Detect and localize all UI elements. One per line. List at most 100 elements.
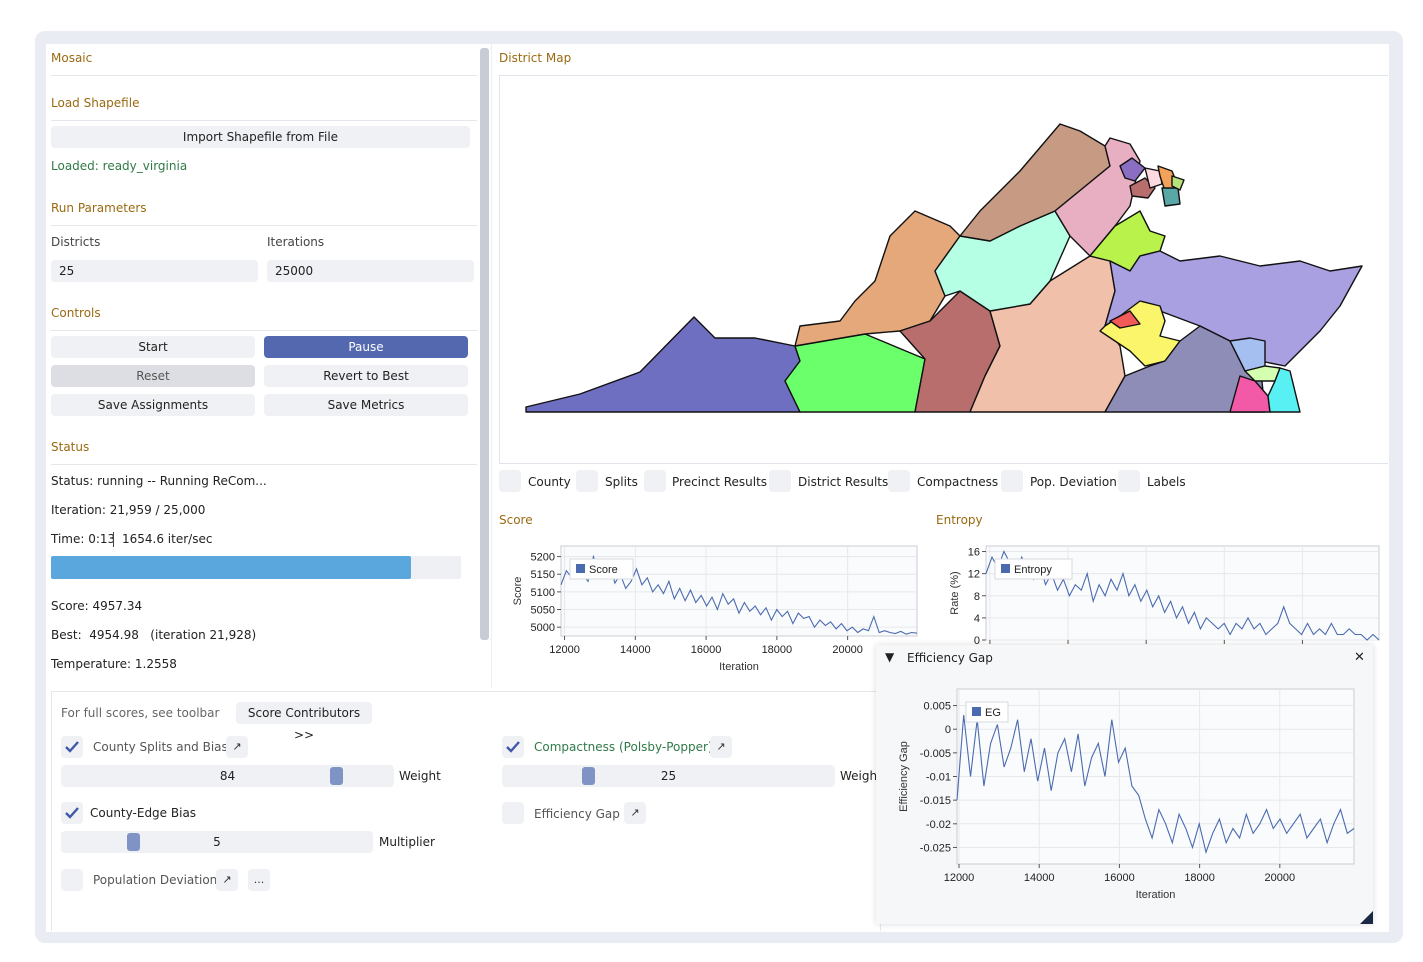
efficiency-gap-window[interactable]: ▼ Efficiency Gap ✕ 0.005 0 -0.005 -0.01 -0.0… — [876, 645, 1373, 924]
district-shape — [1054, 137, 1141, 257]
progress-bar — [51, 556, 461, 579]
y-tick-label: 0 — [974, 635, 980, 646]
compactness-toggle-label: Compactness — [917, 475, 999, 489]
controls-header: Controls — [51, 306, 101, 320]
splits-toggle-checkbox[interactable] — [576, 470, 598, 492]
population-deviation-label: Population Deviation — [93, 873, 218, 887]
legend-swatch — [972, 707, 981, 716]
y-tick-label: -0.01 — [926, 772, 951, 784]
y-tick-label: -0.005 — [920, 748, 951, 760]
close-icon[interactable]: ✕ — [1354, 650, 1365, 665]
county-edge-checkbox[interactable] — [61, 802, 83, 824]
county-edge-multiplier-value: 5 — [213, 835, 221, 849]
y-tick-label: 0.005 — [923, 701, 951, 713]
x-tick-label: 16000 — [1104, 872, 1135, 884]
compactness-weight-slider[interactable]: 25 — [502, 765, 835, 787]
left-panel-scrollbar[interactable] — [480, 48, 489, 640]
check-icon — [65, 807, 79, 819]
districts-input[interactable]: 25 — [51, 260, 258, 282]
county-splits-weight-label: Weight — [399, 769, 441, 783]
map-overlay-toggles: County Splits Precinct Results District … — [499, 470, 1388, 496]
compactness-open-icon[interactable]: ↗ — [710, 736, 732, 758]
score-contributors-button[interactable]: Score Contributors >> — [236, 702, 372, 742]
slider-handle[interactable] — [330, 767, 343, 785]
legend-swatch — [576, 564, 585, 573]
score-text: Score: 4957.34 — [51, 599, 143, 613]
save-metrics-button[interactable]: Save Metrics — [264, 394, 468, 416]
best-text: Best: 4954.98 (iteration 21,928) — [51, 628, 257, 642]
contributors-hint: For full scores, see toolbar — [61, 706, 220, 720]
population-deviation-open-icon[interactable]: ↗ — [216, 869, 238, 891]
revert-to-best-button[interactable]: Revert to Best — [264, 365, 468, 387]
save-assignments-button[interactable]: Save Assignments — [51, 394, 255, 416]
labels-toggle-checkbox[interactable] — [1118, 470, 1140, 492]
county-splits-weight-value: 84 — [219, 769, 236, 783]
splits-toggle-label: Splits — [605, 475, 638, 489]
x-tick-label: 12000 — [944, 872, 975, 884]
county-splits-open-icon[interactable]: ↗ — [226, 736, 248, 758]
precinct-results-toggle-checkbox[interactable] — [644, 470, 666, 492]
x-tick-label: 20000 — [1265, 872, 1296, 884]
district-results-toggle-checkbox[interactable] — [769, 470, 791, 492]
y-axis-label: Rate (%) — [949, 571, 961, 614]
resize-grip-icon[interactable] — [1360, 911, 1373, 924]
legend: Score — [569, 558, 634, 580]
import-shapefile-button[interactable]: Import Shapefile from File — [51, 126, 470, 148]
iterations-input[interactable]: 25000 — [267, 260, 474, 282]
efficiency-gap-label: Efficiency Gap — [534, 807, 620, 821]
compactness-checkbox[interactable] — [502, 736, 524, 758]
county-splits-label: County Splits and Bias — [93, 740, 228, 754]
county-toggle-checkbox[interactable] — [499, 470, 521, 492]
slider-handle[interactable] — [127, 833, 140, 851]
county-splits-weight-slider[interactable]: 84 — [61, 765, 394, 787]
pop-deviation-toggle-checkbox[interactable] — [1001, 470, 1023, 492]
district-shape — [1161, 187, 1181, 207]
slider-handle[interactable] — [582, 767, 595, 785]
pause-button[interactable]: Pause — [264, 336, 468, 358]
compactness-toggle-checkbox[interactable] — [888, 470, 910, 492]
score-chart[interactable]: 5000 5050 5100 5150 5200 12000 14000 16000 18000… — [499, 536, 924, 682]
y-axis-label: Score — [512, 577, 524, 606]
x-tick-label: 12000 — [549, 644, 580, 656]
district-shape — [1229, 375, 1271, 413]
y-tick-label: 5050 — [531, 605, 555, 617]
population-deviation-more-button[interactable]: ... — [248, 869, 270, 891]
efficiency-gap-chart[interactable]: 0.005 0 -0.005 -0.01 -0.015 -0.02 -0.025 12000 1… — [876, 681, 1373, 911]
rate-text: 1654.6 iter/sec — [122, 532, 213, 546]
series-line — [956, 714, 1355, 855]
county-edge-multiplier-slider[interactable]: 5 — [61, 831, 373, 853]
legend-label: EG — [985, 707, 1001, 719]
efficiency-gap-checkbox[interactable] — [502, 802, 524, 824]
district-map-header: District Map — [499, 51, 572, 65]
efficiency-window-title: Efficiency Gap — [907, 651, 993, 665]
divider — [51, 464, 477, 465]
y-tick-label: 5200 — [531, 552, 555, 564]
start-button[interactable]: Start — [51, 336, 255, 358]
district-shape — [1109, 310, 1141, 329]
temperature-text: Temperature: 1.2558 — [51, 657, 177, 671]
y-tick-label: 4 — [974, 613, 980, 625]
check-icon — [65, 741, 79, 753]
population-deviation-checkbox[interactable] — [61, 869, 83, 891]
app-title: Mosaic — [51, 51, 93, 65]
legend: EG — [965, 701, 1009, 723]
reset-button[interactable]: Reset — [51, 365, 255, 387]
x-tick-label: 16000 — [691, 644, 722, 656]
y-tick-label: -0.015 — [920, 795, 951, 807]
progress-fill — [51, 556, 411, 579]
loaded-status: Loaded: ready_virginia — [51, 159, 188, 173]
precinct-results-toggle-label: Precinct Results — [672, 475, 768, 489]
load-shapefile-header: Load Shapefile — [51, 96, 140, 110]
entropy-chart[interactable]: 0 4 8 12 16 Entropy Rate (%) — [936, 536, 1385, 646]
district-shape — [1267, 367, 1301, 413]
check-icon — [506, 741, 520, 753]
collapse-icon[interactable]: ▼ — [885, 650, 895, 664]
county-splits-checkbox[interactable] — [61, 736, 83, 758]
district-map[interactable] — [499, 75, 1388, 464]
y-tick-label: 5100 — [531, 587, 555, 599]
compactness-weight-value: 25 — [660, 769, 677, 783]
efficiency-gap-open-icon[interactable]: ↗ — [624, 802, 646, 824]
y-tick-label: 12 — [968, 569, 980, 581]
divider — [51, 330, 477, 331]
district-shape — [1104, 250, 1363, 367]
